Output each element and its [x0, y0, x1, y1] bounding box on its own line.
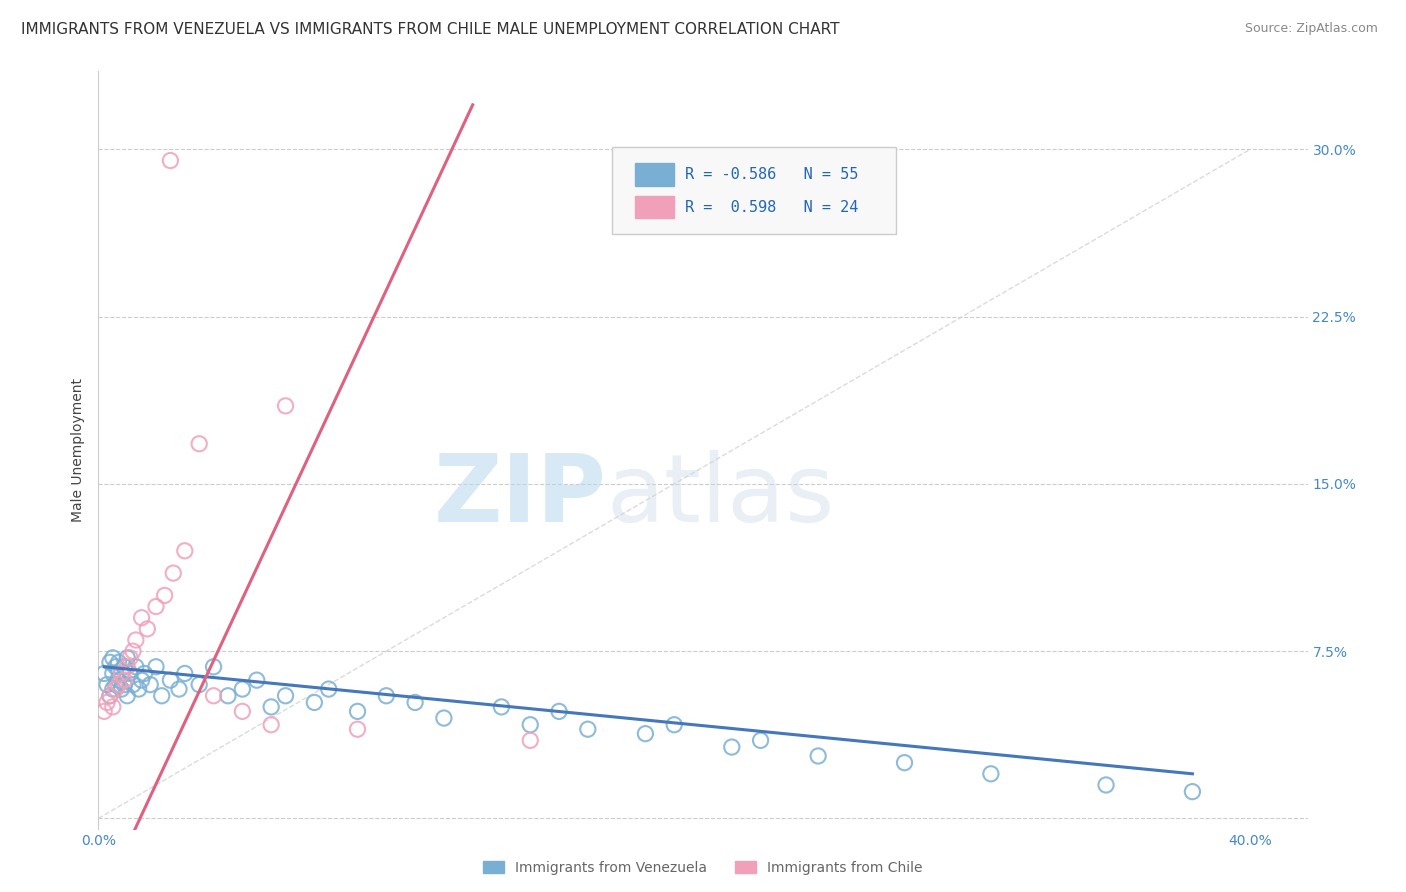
Point — [98, 689, 121, 703]
Point — [98, 655, 121, 669]
Point — [153, 589, 176, 603]
Point — [120, 666, 142, 681]
Point — [98, 689, 121, 703]
Point — [112, 660, 135, 674]
Point — [131, 673, 153, 688]
Point — [131, 611, 153, 625]
Point — [664, 717, 686, 731]
Point — [1095, 778, 1118, 792]
Point — [110, 682, 132, 697]
FancyBboxPatch shape — [636, 195, 673, 219]
Point — [346, 723, 368, 737]
Point — [150, 689, 173, 703]
Point — [112, 673, 135, 688]
Point — [893, 756, 915, 770]
Point — [749, 733, 772, 747]
Point — [519, 733, 541, 747]
Point — [491, 699, 513, 714]
Point — [260, 699, 283, 714]
FancyBboxPatch shape — [613, 147, 897, 235]
Point — [110, 666, 132, 681]
Y-axis label: Male Unemployment: Male Unemployment — [72, 378, 86, 523]
Point — [720, 740, 742, 755]
Legend: Immigrants from Venezuela, Immigrants from Chile: Immigrants from Venezuela, Immigrants fr… — [478, 855, 928, 880]
Point — [217, 689, 239, 703]
Point — [112, 678, 135, 692]
Point — [346, 705, 368, 719]
Point — [101, 699, 124, 714]
Point — [202, 689, 225, 703]
Point — [110, 666, 132, 681]
Point — [101, 682, 124, 697]
Point — [128, 682, 150, 697]
Point — [634, 726, 657, 740]
Point — [173, 666, 195, 681]
Text: IMMIGRANTS FROM VENEZUELA VS IMMIGRANTS FROM CHILE MALE UNEMPLOYMENT CORRELATION: IMMIGRANTS FROM VENEZUELA VS IMMIGRANTS … — [21, 22, 839, 37]
Point — [125, 660, 148, 674]
Point — [93, 705, 115, 719]
Point — [93, 666, 115, 681]
Point — [274, 689, 297, 703]
Point — [104, 682, 127, 697]
Point — [548, 705, 571, 719]
Point — [107, 673, 129, 688]
Point — [404, 696, 426, 710]
Point — [145, 660, 167, 674]
Point — [1181, 785, 1204, 799]
Point — [231, 705, 253, 719]
Point — [134, 666, 156, 681]
Point — [162, 566, 184, 581]
Point — [136, 622, 159, 636]
FancyBboxPatch shape — [636, 163, 673, 186]
Point — [122, 678, 145, 692]
Point — [125, 633, 148, 648]
Point — [167, 682, 190, 697]
Point — [107, 678, 129, 692]
Point — [173, 544, 195, 558]
Point — [375, 689, 398, 703]
Point — [433, 711, 456, 725]
Point — [274, 399, 297, 413]
Text: atlas: atlas — [606, 450, 835, 542]
Point — [139, 678, 162, 692]
Point — [159, 153, 181, 168]
Point — [104, 678, 127, 692]
Text: R =  0.598   N = 24: R = 0.598 N = 24 — [685, 200, 858, 215]
Point — [260, 717, 283, 731]
Point — [807, 749, 830, 764]
Point — [304, 696, 326, 710]
Point — [188, 678, 211, 692]
Point — [246, 673, 269, 688]
Point — [115, 689, 138, 703]
Point — [101, 666, 124, 681]
Point — [101, 651, 124, 665]
Point — [96, 678, 118, 692]
Point — [145, 599, 167, 614]
Text: ZIP: ZIP — [433, 450, 606, 542]
Point — [576, 723, 599, 737]
Point — [231, 682, 253, 697]
Point — [318, 682, 340, 697]
Point — [115, 651, 138, 665]
Point — [120, 651, 142, 665]
Point — [122, 644, 145, 658]
Point — [96, 696, 118, 710]
Point — [159, 673, 181, 688]
Point — [188, 436, 211, 450]
Text: R = -0.586   N = 55: R = -0.586 N = 55 — [685, 167, 858, 182]
Point — [104, 660, 127, 674]
Point — [980, 767, 1002, 781]
Point — [107, 655, 129, 669]
Point — [519, 717, 541, 731]
Point — [202, 660, 225, 674]
Point — [115, 660, 138, 674]
Text: Source: ZipAtlas.com: Source: ZipAtlas.com — [1244, 22, 1378, 36]
